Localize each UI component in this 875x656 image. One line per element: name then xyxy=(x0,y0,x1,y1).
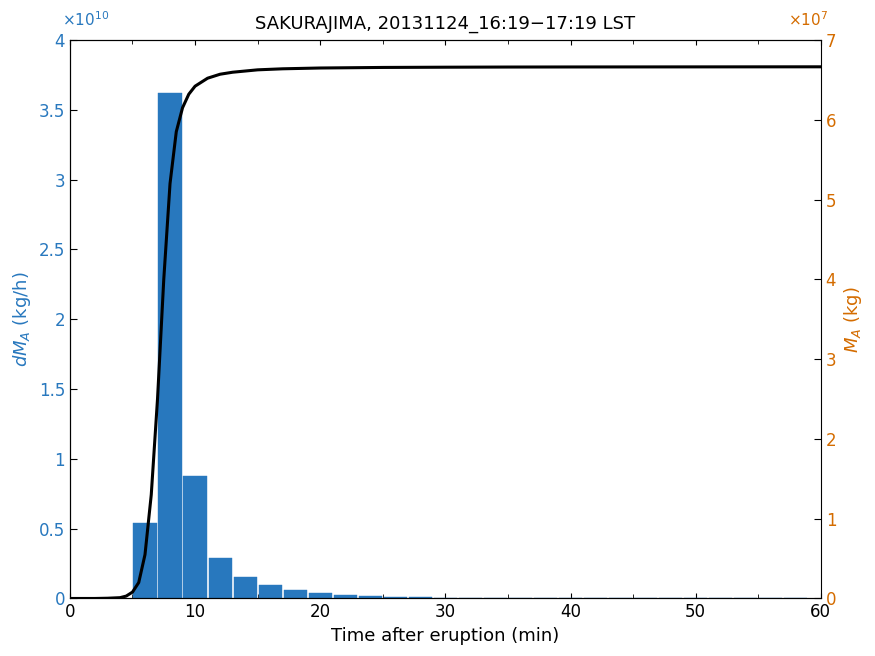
Bar xyxy=(384,597,407,598)
Y-axis label: $M_A$ (kg): $M_A$ (kg) xyxy=(842,286,864,352)
Bar xyxy=(184,476,206,598)
Bar xyxy=(284,590,307,598)
Bar xyxy=(259,585,282,598)
Text: $\times\mathregular{10}^{\mathregular{7}}$: $\times\mathregular{10}^{\mathregular{7}… xyxy=(788,10,829,29)
Y-axis label: $dM_A$ (kg/h): $dM_A$ (kg/h) xyxy=(11,272,33,367)
Text: $\times\mathregular{10}^{\mathregular{10}}$: $\times\mathregular{10}^{\mathregular{10… xyxy=(62,10,109,29)
Bar xyxy=(208,558,232,598)
Bar xyxy=(234,577,256,598)
Bar xyxy=(158,93,182,598)
Bar xyxy=(133,523,157,598)
X-axis label: Time after eruption (min): Time after eruption (min) xyxy=(332,627,559,645)
Bar xyxy=(309,593,332,598)
Bar xyxy=(359,596,382,598)
Bar xyxy=(333,595,357,598)
Title: SAKURAJIMA, 20131124_16:19−17:19 LST: SAKURAJIMA, 20131124_16:19−17:19 LST xyxy=(255,15,635,33)
